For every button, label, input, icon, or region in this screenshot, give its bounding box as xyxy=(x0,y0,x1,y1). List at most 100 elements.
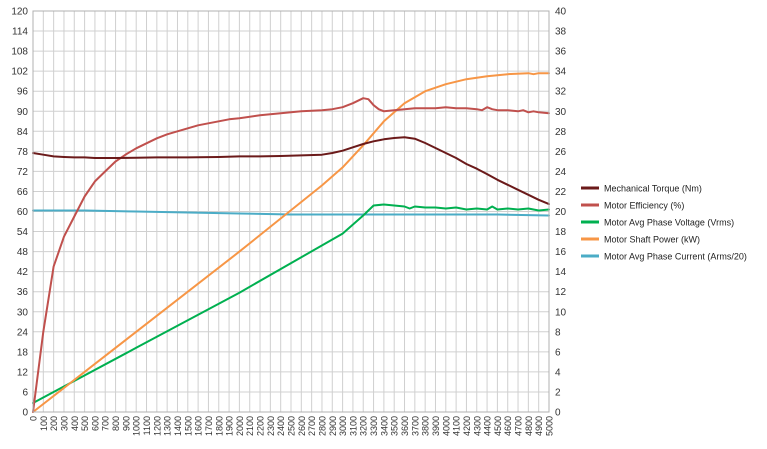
y-left-tick-label: 6 xyxy=(22,387,28,398)
series-line-4 xyxy=(32,209,550,217)
y-left-tick-label: 78 xyxy=(17,147,29,158)
x-tick-label: 1400 xyxy=(173,416,183,436)
x-tick-label: 1000 xyxy=(132,416,142,436)
x-tick-label: 3300 xyxy=(369,416,379,436)
y-left-tick-label: 60 xyxy=(17,207,29,218)
x-tick-label: 3000 xyxy=(338,416,348,436)
x-tick-label: 3400 xyxy=(379,416,389,436)
series-line-3 xyxy=(32,72,550,413)
series-layer xyxy=(32,72,550,413)
x-tick-label: 1900 xyxy=(225,416,235,436)
x-tick-label: 1800 xyxy=(214,416,224,436)
x-tick-label: 3800 xyxy=(421,416,431,436)
x-tick-label: 200 xyxy=(49,416,59,431)
legend-label-0: Mechanical Torque (Nm) xyxy=(604,184,702,194)
y-left-tick-label: 72 xyxy=(17,167,29,178)
y-left-tick-label: 96 xyxy=(17,87,29,98)
x-tick-label: 4700 xyxy=(514,416,524,436)
x-tick-label: 600 xyxy=(90,416,100,431)
x-tick-label: 4400 xyxy=(483,416,493,436)
x-tick-label: 4300 xyxy=(472,416,482,436)
legend-label-2: Motor Avg Phase Voltage (Vrms) xyxy=(604,218,734,228)
x-tick-label: 800 xyxy=(111,416,121,431)
x-tick-label: 2000 xyxy=(235,416,245,436)
y-left-tick-label: 102 xyxy=(11,67,28,78)
x-tick-label: 2900 xyxy=(328,416,338,436)
y-left-tick-label: 0 xyxy=(22,408,28,419)
x-tick-label: 4800 xyxy=(524,416,534,436)
x-tick-label: 2300 xyxy=(266,416,276,436)
x-tick-label: 4100 xyxy=(452,416,462,436)
series-line-0 xyxy=(32,136,550,206)
y-right-tick-label: 4 xyxy=(555,367,561,378)
x-tick-label: 3900 xyxy=(431,416,441,436)
y-right-tick-label: 14 xyxy=(555,267,567,278)
y-left-tick-label: 48 xyxy=(17,247,29,258)
y-right-tick-label: 26 xyxy=(555,147,567,158)
x-tick-label: 3500 xyxy=(390,416,400,436)
x-tick-label: 900 xyxy=(121,416,131,431)
y-right-tick-label: 24 xyxy=(555,167,567,178)
plot-area-border xyxy=(32,10,550,413)
legend-label-4: Motor Avg Phase Current (Arms/20) xyxy=(604,252,747,262)
x-tick-label: 1500 xyxy=(183,416,193,436)
y-left-tick-label: 108 xyxy=(11,47,28,58)
x-tick-label: 4600 xyxy=(503,416,513,436)
y-right-tick-label: 22 xyxy=(555,187,567,198)
y-left-tick-label: 54 xyxy=(17,227,29,238)
x-tick-label: 100 xyxy=(39,416,49,431)
x-tick-label: 2100 xyxy=(245,416,255,436)
y-left-tick-label: 18 xyxy=(17,347,29,358)
y-right-tick-label: 32 xyxy=(555,87,567,98)
y-right-tick-label: 6 xyxy=(555,347,561,358)
x-tick-label: 2200 xyxy=(256,416,266,436)
x-tick-label: 2500 xyxy=(287,416,297,436)
x-tick-label: 3100 xyxy=(348,416,358,436)
x-tick-label: 1100 xyxy=(142,416,152,435)
legend-label-3: Motor Shaft Power (kW) xyxy=(604,235,700,245)
y-left-tick-label: 114 xyxy=(12,27,28,38)
y-right-tick-label: 20 xyxy=(555,207,567,218)
x-tick-label: 300 xyxy=(59,416,69,431)
x-tick-label: 4900 xyxy=(534,416,544,436)
y-left-tick-label: 30 xyxy=(17,307,29,318)
x-tick-label: 400 xyxy=(70,416,80,431)
x-tick-label: 700 xyxy=(101,416,111,431)
y-right-tick-label: 34 xyxy=(555,67,567,78)
x-tick-label: 1700 xyxy=(204,416,214,436)
y-left-tick-label: 24 xyxy=(17,327,29,338)
x-tick-label: 1300 xyxy=(163,416,173,436)
legend-label-1: Motor Efficiency (%) xyxy=(604,201,684,211)
x-tick-label: 2800 xyxy=(317,416,327,436)
x-tick-label: 2700 xyxy=(307,416,317,436)
y-left-tick-label: 90 xyxy=(17,107,29,118)
y-right-tick-label: 12 xyxy=(555,287,567,298)
y-right-tick-label: 40 xyxy=(555,7,567,18)
series-line-2 xyxy=(32,203,550,404)
x-tick-label: 4500 xyxy=(493,416,503,436)
y-right-tick-label: 16 xyxy=(555,247,567,258)
x-tick-label: 3600 xyxy=(400,416,410,436)
x-tick-label: 0 xyxy=(29,416,39,421)
x-tick-label: 1200 xyxy=(152,416,162,436)
y-right-tick-label: 10 xyxy=(555,307,567,318)
x-tick-label: 1600 xyxy=(194,416,204,436)
y-right-tick-label: 2 xyxy=(555,387,561,398)
y-left-tick-label: 66 xyxy=(17,187,29,198)
y-right-tick-label: 30 xyxy=(555,107,567,118)
y-left-tick-label: 36 xyxy=(17,287,29,298)
legend: Mechanical Torque (Nm) Motor Efficiency (… xyxy=(581,184,747,262)
y-right-tick-label: 8 xyxy=(555,327,561,338)
y-right-tick-label: 18 xyxy=(555,227,567,238)
y-left-tick-label: 12 xyxy=(17,367,29,378)
x-tick-label: 2400 xyxy=(276,416,286,436)
x-tick-label: 3700 xyxy=(410,416,420,436)
series-line-1 xyxy=(32,97,550,413)
y-left-tick-label: 84 xyxy=(17,127,29,138)
x-tick-label: 4000 xyxy=(441,416,451,436)
y-right-tick-label: 28 xyxy=(555,127,567,138)
y-right-tick-label: 0 xyxy=(555,408,561,419)
axes: 0612182430364248546066727884909610210811… xyxy=(11,7,566,437)
